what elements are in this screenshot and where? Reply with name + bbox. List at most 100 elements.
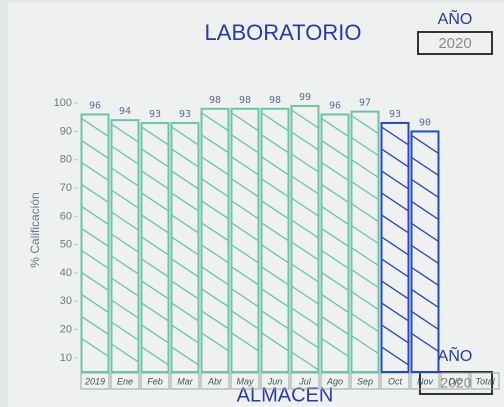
- hatch: [231, 134, 259, 154]
- hatch: [201, 288, 229, 308]
- hatch: [351, 159, 379, 179]
- hatch: [201, 332, 229, 352]
- hatch: [291, 329, 319, 349]
- hatch: [291, 131, 319, 151]
- hatch: [201, 310, 229, 330]
- hatch: [111, 343, 139, 363]
- x-tick-label: Abr: [207, 376, 223, 386]
- hatch: [411, 244, 439, 264]
- hatch: [351, 313, 379, 333]
- hatch: [381, 192, 409, 212]
- hatch: [111, 167, 139, 187]
- y-tick-label: 80: [60, 154, 72, 166]
- y-tick-label: 10: [60, 352, 72, 364]
- hatch: [351, 247, 379, 267]
- chart-title: LABORATORIO: [205, 20, 362, 45]
- hatch: [81, 161, 109, 182]
- x-tick-label: Jul: [298, 376, 312, 386]
- value-label: 96: [89, 100, 101, 111]
- hatch: [381, 126, 409, 146]
- hatch: [261, 178, 289, 198]
- hatch: [111, 123, 139, 143]
- hatch: [111, 233, 139, 253]
- hatch: [201, 134, 229, 154]
- hatch: [171, 258, 199, 278]
- bar: [380, 121, 410, 373]
- hatch: [171, 302, 199, 322]
- hatch: [291, 175, 319, 195]
- hatch: [171, 280, 199, 300]
- y-tick-label: 30: [60, 295, 72, 307]
- footer-year-box: [419, 371, 493, 395]
- hatch: [261, 288, 289, 308]
- hatch: [291, 285, 319, 305]
- hatch: [321, 205, 349, 226]
- hatch: [141, 170, 169, 190]
- hatch: [411, 134, 439, 154]
- hatch: [171, 324, 199, 344]
- x-tick-label: Ene: [117, 376, 133, 386]
- hatch: [141, 214, 169, 234]
- bar: [410, 130, 440, 373]
- hatch: [141, 192, 169, 212]
- bar: [170, 121, 200, 373]
- hatch: [171, 346, 199, 366]
- hatch: [111, 299, 139, 319]
- hatch: [141, 302, 169, 322]
- hatch: [231, 112, 259, 132]
- x-tick-label: Oct: [388, 376, 403, 386]
- hatch: [381, 170, 409, 190]
- footer-year: 2020: [440, 375, 471, 391]
- hatch: [141, 280, 169, 300]
- value-label: 96: [329, 100, 341, 111]
- hatch: [141, 236, 169, 256]
- hatch: [111, 145, 139, 165]
- hatch: [411, 310, 439, 330]
- hatch: [81, 205, 109, 226]
- hatch: [81, 271, 109, 292]
- hatch: [171, 148, 199, 168]
- hatch: [111, 189, 139, 209]
- hatch: [111, 255, 139, 275]
- hatch: [321, 117, 349, 138]
- y-tick-label: 60: [60, 210, 72, 222]
- y-tick-label: 70: [60, 182, 72, 194]
- hatch: [351, 203, 379, 223]
- hatch: [411, 178, 439, 198]
- hatch: [261, 266, 289, 286]
- hatch: [81, 293, 109, 314]
- hatch: [321, 249, 349, 270]
- hatch: [261, 112, 289, 132]
- hatch: [81, 139, 109, 160]
- hatch: [171, 126, 199, 146]
- value-label: 99: [299, 92, 311, 103]
- hatch: [291, 109, 319, 129]
- hatch: [321, 139, 349, 160]
- hatch: [351, 115, 379, 135]
- hatch: [351, 335, 379, 355]
- year-box: [417, 31, 493, 55]
- hatch: [261, 332, 289, 352]
- footer-title: ALMACEN: [237, 384, 334, 406]
- hatch: [261, 310, 289, 330]
- hatch: [321, 161, 349, 182]
- bar: [350, 110, 380, 373]
- hatch: [141, 324, 169, 344]
- hatch: [81, 337, 109, 358]
- hatch: [321, 337, 349, 358]
- x-tick-label: Nov: [417, 376, 434, 386]
- hatch: [141, 258, 169, 278]
- x-tick-label: Mar: [177, 376, 194, 386]
- value-label: 93: [179, 109, 191, 120]
- hatch: [261, 244, 289, 264]
- hatch: [231, 156, 259, 176]
- hatch: [201, 244, 229, 264]
- hatch: [381, 302, 409, 322]
- x-tick-label: Feb: [147, 376, 163, 386]
- hatch: [321, 293, 349, 314]
- hatch: [201, 266, 229, 286]
- hatch: [381, 148, 409, 168]
- hatch: [201, 200, 229, 220]
- hatch: [351, 225, 379, 245]
